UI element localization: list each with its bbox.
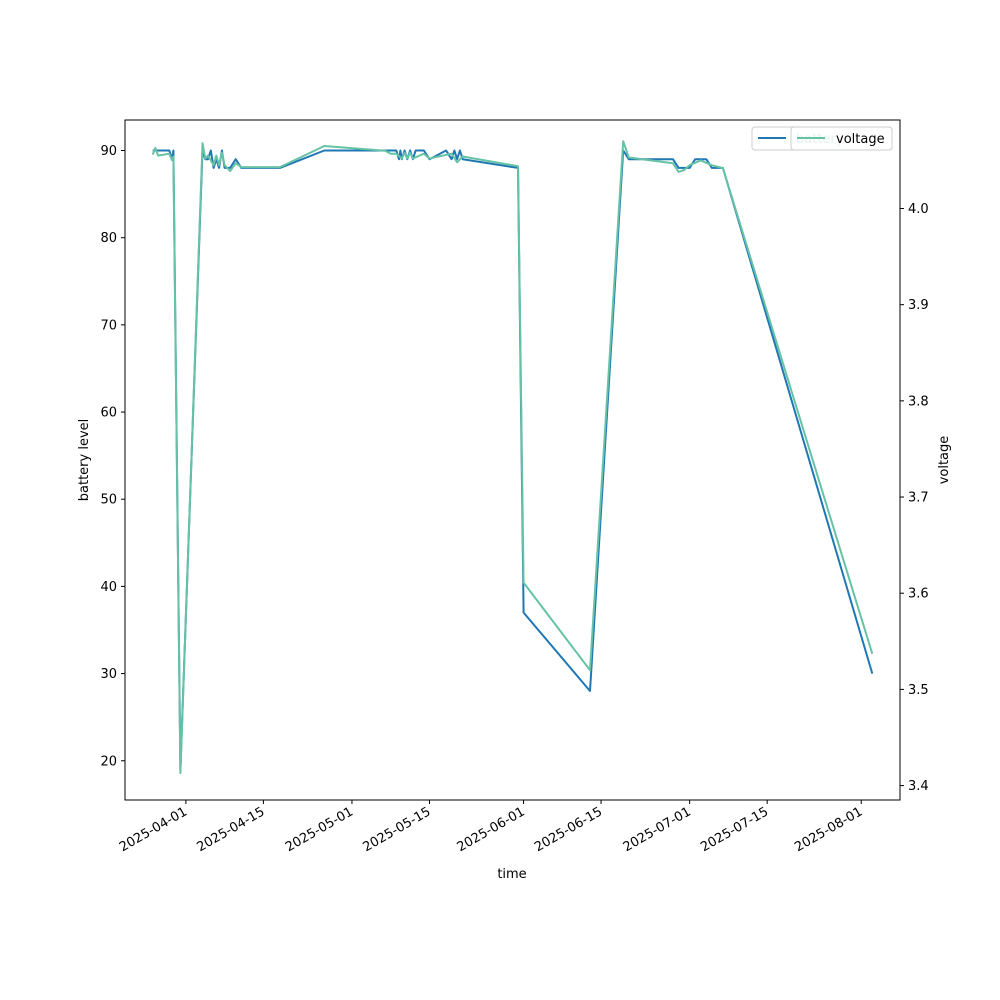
y-left-tick-label: 50 bbox=[100, 493, 117, 508]
y-left-tick-label: 90 bbox=[100, 144, 117, 159]
y-axis-right-label: voltage bbox=[937, 436, 952, 485]
y-left-tick-label: 40 bbox=[100, 580, 117, 595]
y-left-tick-label: 20 bbox=[100, 754, 117, 769]
y-right-tick-label: 3.9 bbox=[908, 298, 929, 313]
legend-voltage: voltage bbox=[790, 126, 893, 151]
y-left-tick-label: 60 bbox=[100, 406, 117, 421]
y-axis-right: 3.4 3.5 3.6 3.7 3.8 3.9 4.0 bbox=[900, 202, 929, 794]
y-right-tick-label: 3.6 bbox=[908, 587, 929, 602]
series-line-voltage bbox=[151, 140, 874, 775]
y-right-tick-label: 4.0 bbox=[908, 202, 929, 217]
x-axis-label: time bbox=[497, 867, 526, 882]
y-right-tick-label: 3.4 bbox=[908, 779, 929, 794]
y-right-tick-label: 3.5 bbox=[908, 683, 929, 698]
y-left-tick-label: 70 bbox=[100, 318, 117, 333]
series-layer bbox=[151, 140, 874, 775]
legend-voltage-label: voltage bbox=[836, 132, 885, 147]
y-left-tick-label: 30 bbox=[100, 667, 117, 682]
y-right-tick-label: 3.7 bbox=[908, 491, 929, 506]
y-axis-left: 20 30 40 50 60 70 80 90 bbox=[100, 144, 125, 769]
y-right-tick-label: 3.8 bbox=[908, 394, 929, 409]
plot-frame bbox=[124, 119, 901, 801]
y-left-tick-label: 80 bbox=[100, 231, 117, 246]
legend-voltage-box bbox=[790, 126, 893, 151]
y-axis-left-label: battery level bbox=[77, 419, 92, 502]
